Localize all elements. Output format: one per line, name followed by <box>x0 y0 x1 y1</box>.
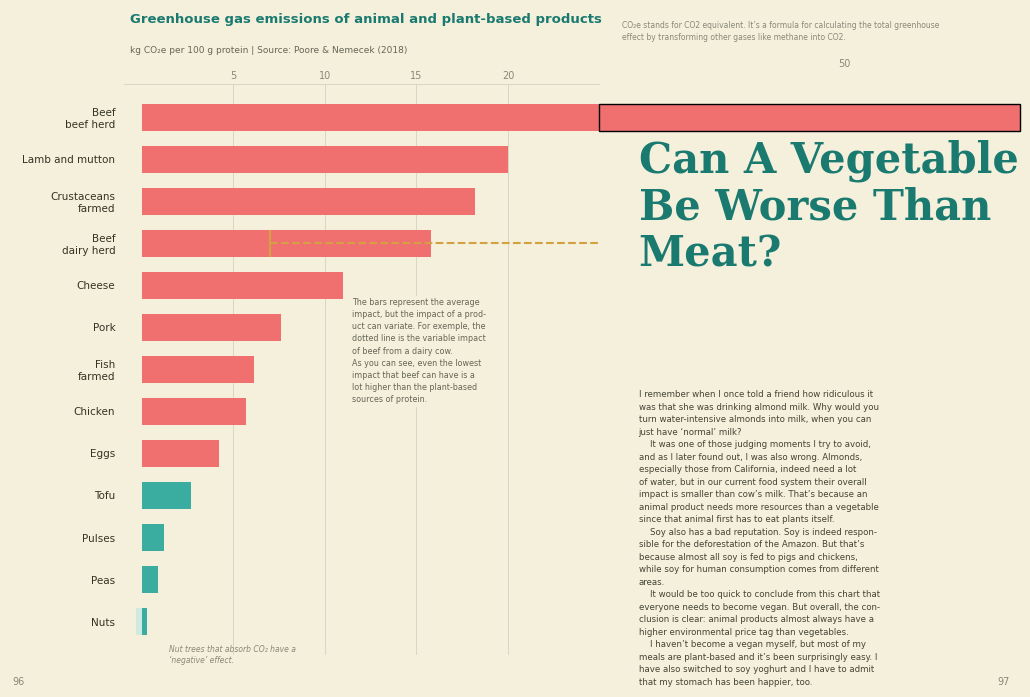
Bar <box>142 272 343 299</box>
Bar <box>136 608 142 635</box>
Text: Greenhouse gas emissions of animal and plant-based products: Greenhouse gas emissions of animal and p… <box>130 13 602 26</box>
Text: 96: 96 <box>12 677 25 687</box>
Bar <box>142 566 159 593</box>
Text: Can A Vegetable
Be Worse Than
Meat?: Can A Vegetable Be Worse Than Meat? <box>639 139 1019 276</box>
Text: The bars represent the average
impact, but the impact of a prod-
uct can variate: The bars represent the average impact, b… <box>352 298 486 404</box>
Text: 50: 50 <box>838 59 851 69</box>
Bar <box>142 104 1030 131</box>
Bar <box>142 398 246 425</box>
Bar <box>142 146 508 173</box>
Bar <box>142 440 218 467</box>
Text: 97: 97 <box>997 677 1009 687</box>
Text: kg CO₂e per 100 g protein | Source: Poore & Nemecek (2018): kg CO₂e per 100 g protein | Source: Poor… <box>130 46 407 55</box>
Text: Nut trees that absorb CO₂ have a
‘negative’ effect.: Nut trees that absorb CO₂ have a ‘negati… <box>169 645 297 666</box>
Bar <box>142 314 281 341</box>
Bar <box>142 230 432 257</box>
Bar <box>142 482 192 509</box>
Bar <box>142 524 164 551</box>
Text: I remember when I once told a friend how ridiculous it
was that she was drinking: I remember when I once told a friend how… <box>639 390 880 687</box>
Bar <box>142 355 253 383</box>
Text: CO₂e stands for CO2 equivalent. It’s a formula for calculating the total greenho: CO₂e stands for CO2 equivalent. It’s a f… <box>622 21 939 42</box>
Bar <box>142 608 147 635</box>
Bar <box>142 187 475 215</box>
